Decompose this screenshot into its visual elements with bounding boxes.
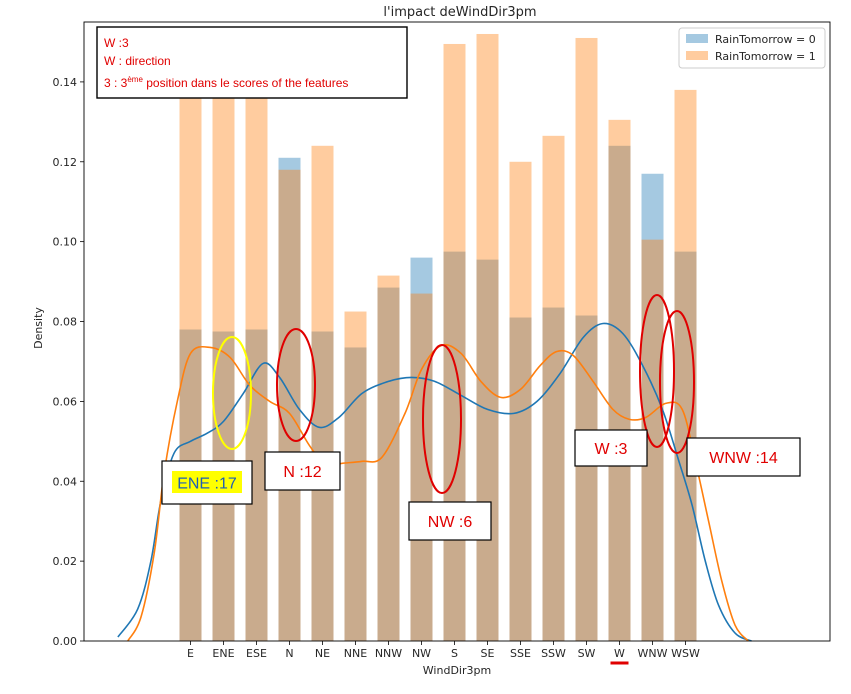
x-tick-label-ne: NE <box>315 647 330 660</box>
x-axis-label: WindDir3pm <box>423 664 491 677</box>
y-tick-label: 0.04 <box>53 475 78 488</box>
y-tick-label: 0.08 <box>53 316 78 329</box>
bar-rain0-w <box>608 145 631 642</box>
bar-rain0-nne <box>344 347 367 641</box>
x-tick-label-wsw: WSW <box>671 647 700 660</box>
callout-label: NW :6 <box>428 514 473 531</box>
y-tick-label: 0.00 <box>53 635 78 648</box>
x-tick-label-nne: NNE <box>344 647 367 660</box>
x-tick-label-wnw: WNW <box>638 647 668 660</box>
x-tick-label-nnw: NNW <box>375 647 402 660</box>
bar-rain1-ssw <box>542 135 565 641</box>
bar-rain1-wnw <box>641 239 664 642</box>
chart-title: l'impact deWindDir3pm <box>383 5 536 20</box>
x-tick-label-w: W <box>614 647 625 660</box>
y-tick-label: 0.10 <box>53 236 78 249</box>
bar-rain1-n <box>278 169 301 641</box>
callout-box <box>686 437 801 477</box>
x-tick-label-ese: ESE <box>246 647 267 660</box>
legend-box <box>678 27 826 69</box>
callout-box <box>264 451 341 491</box>
note-line: W :3 <box>104 36 129 50</box>
bar-rain1-s <box>443 43 466 641</box>
y-tick-label: 0.06 <box>53 395 78 408</box>
annotation-layer: W :3 W : direction 3 : 3ème position dans … <box>96 26 801 541</box>
legend-swatch <box>686 34 708 43</box>
x-tick-label-e: E <box>187 647 194 660</box>
bar-rain1-nnw <box>377 275 400 641</box>
plot-frame <box>83 21 831 642</box>
bar-rain1-sse <box>509 161 532 641</box>
y-tick-label: 0.12 <box>53 156 78 169</box>
callout-highlight <box>172 471 242 493</box>
bar-rain1-nne <box>344 311 367 641</box>
note-box <box>96 26 408 99</box>
x-tick-label-ssw: SSW <box>541 647 566 660</box>
y-axis-label: Density <box>32 307 45 349</box>
bar-rain1-ne <box>311 145 334 642</box>
callout-box <box>574 429 648 467</box>
x-tick-label-n: N <box>285 647 293 660</box>
x-tick-label-nw: NW <box>412 647 431 660</box>
highlight-ellipse <box>659 310 695 454</box>
x-tick-label-se: SE <box>481 647 495 660</box>
y-tick-label: 0.02 <box>53 555 78 568</box>
x-tick-label-s: S <box>451 647 458 660</box>
bar-rain0-ssw <box>542 307 565 641</box>
bar-rain1-w <box>608 119 631 642</box>
kde-line-rain0 <box>117 322 752 642</box>
callout-box <box>408 501 492 541</box>
callout-label: ENE :17 <box>177 476 237 493</box>
callout-label: W :3 <box>595 441 628 458</box>
highlight-ellipse <box>212 336 252 450</box>
legend: RainTomorrow = 0 RainTomorrow = 1 <box>678 27 826 69</box>
callout-label: WNW :14 <box>709 450 778 467</box>
bar-rain1-e <box>179 45 202 641</box>
bar-rain0-nnw <box>377 287 400 641</box>
highlight-ellipse <box>276 328 316 442</box>
bar-rain0-sse <box>509 317 532 641</box>
bar-rain0-wnw <box>641 173 664 642</box>
bar-rain1-sw <box>575 37 598 642</box>
note-line: 3 : 3ème position dans le scores of the … <box>104 75 348 90</box>
x-tick-label-sw: SW <box>578 647 596 660</box>
x-tick-label-ene: ENE <box>212 647 234 660</box>
legend-swatch <box>686 51 708 60</box>
note-line: W : direction <box>104 54 171 68</box>
bar-rain0-n <box>278 157 301 641</box>
bar-rain0-nw <box>410 257 433 641</box>
highlight-ellipse <box>639 294 675 448</box>
bar-rain0-wsw <box>674 251 697 641</box>
axes-layer: 0.00 0.02 0.04 0.06 0.08 0.10 0.12 0.14 E ENE ESE N… <box>53 21 831 665</box>
bars-layer <box>179 33 697 642</box>
callout-label: N :12 <box>283 464 321 481</box>
legend-label: RainTomorrow = 1 <box>715 50 816 63</box>
highlight-ellipse <box>422 344 462 494</box>
bar-rain1-nw <box>410 293 433 641</box>
bar-rain0-se <box>476 259 499 641</box>
legend-label: RainTomorrow = 0 <box>715 33 816 46</box>
y-tick-label: 0.14 <box>53 76 78 89</box>
x-tick-label-sse: SSE <box>510 647 531 660</box>
bar-rain1-se <box>476 33 499 641</box>
bar-rain0-sw <box>575 315 598 641</box>
